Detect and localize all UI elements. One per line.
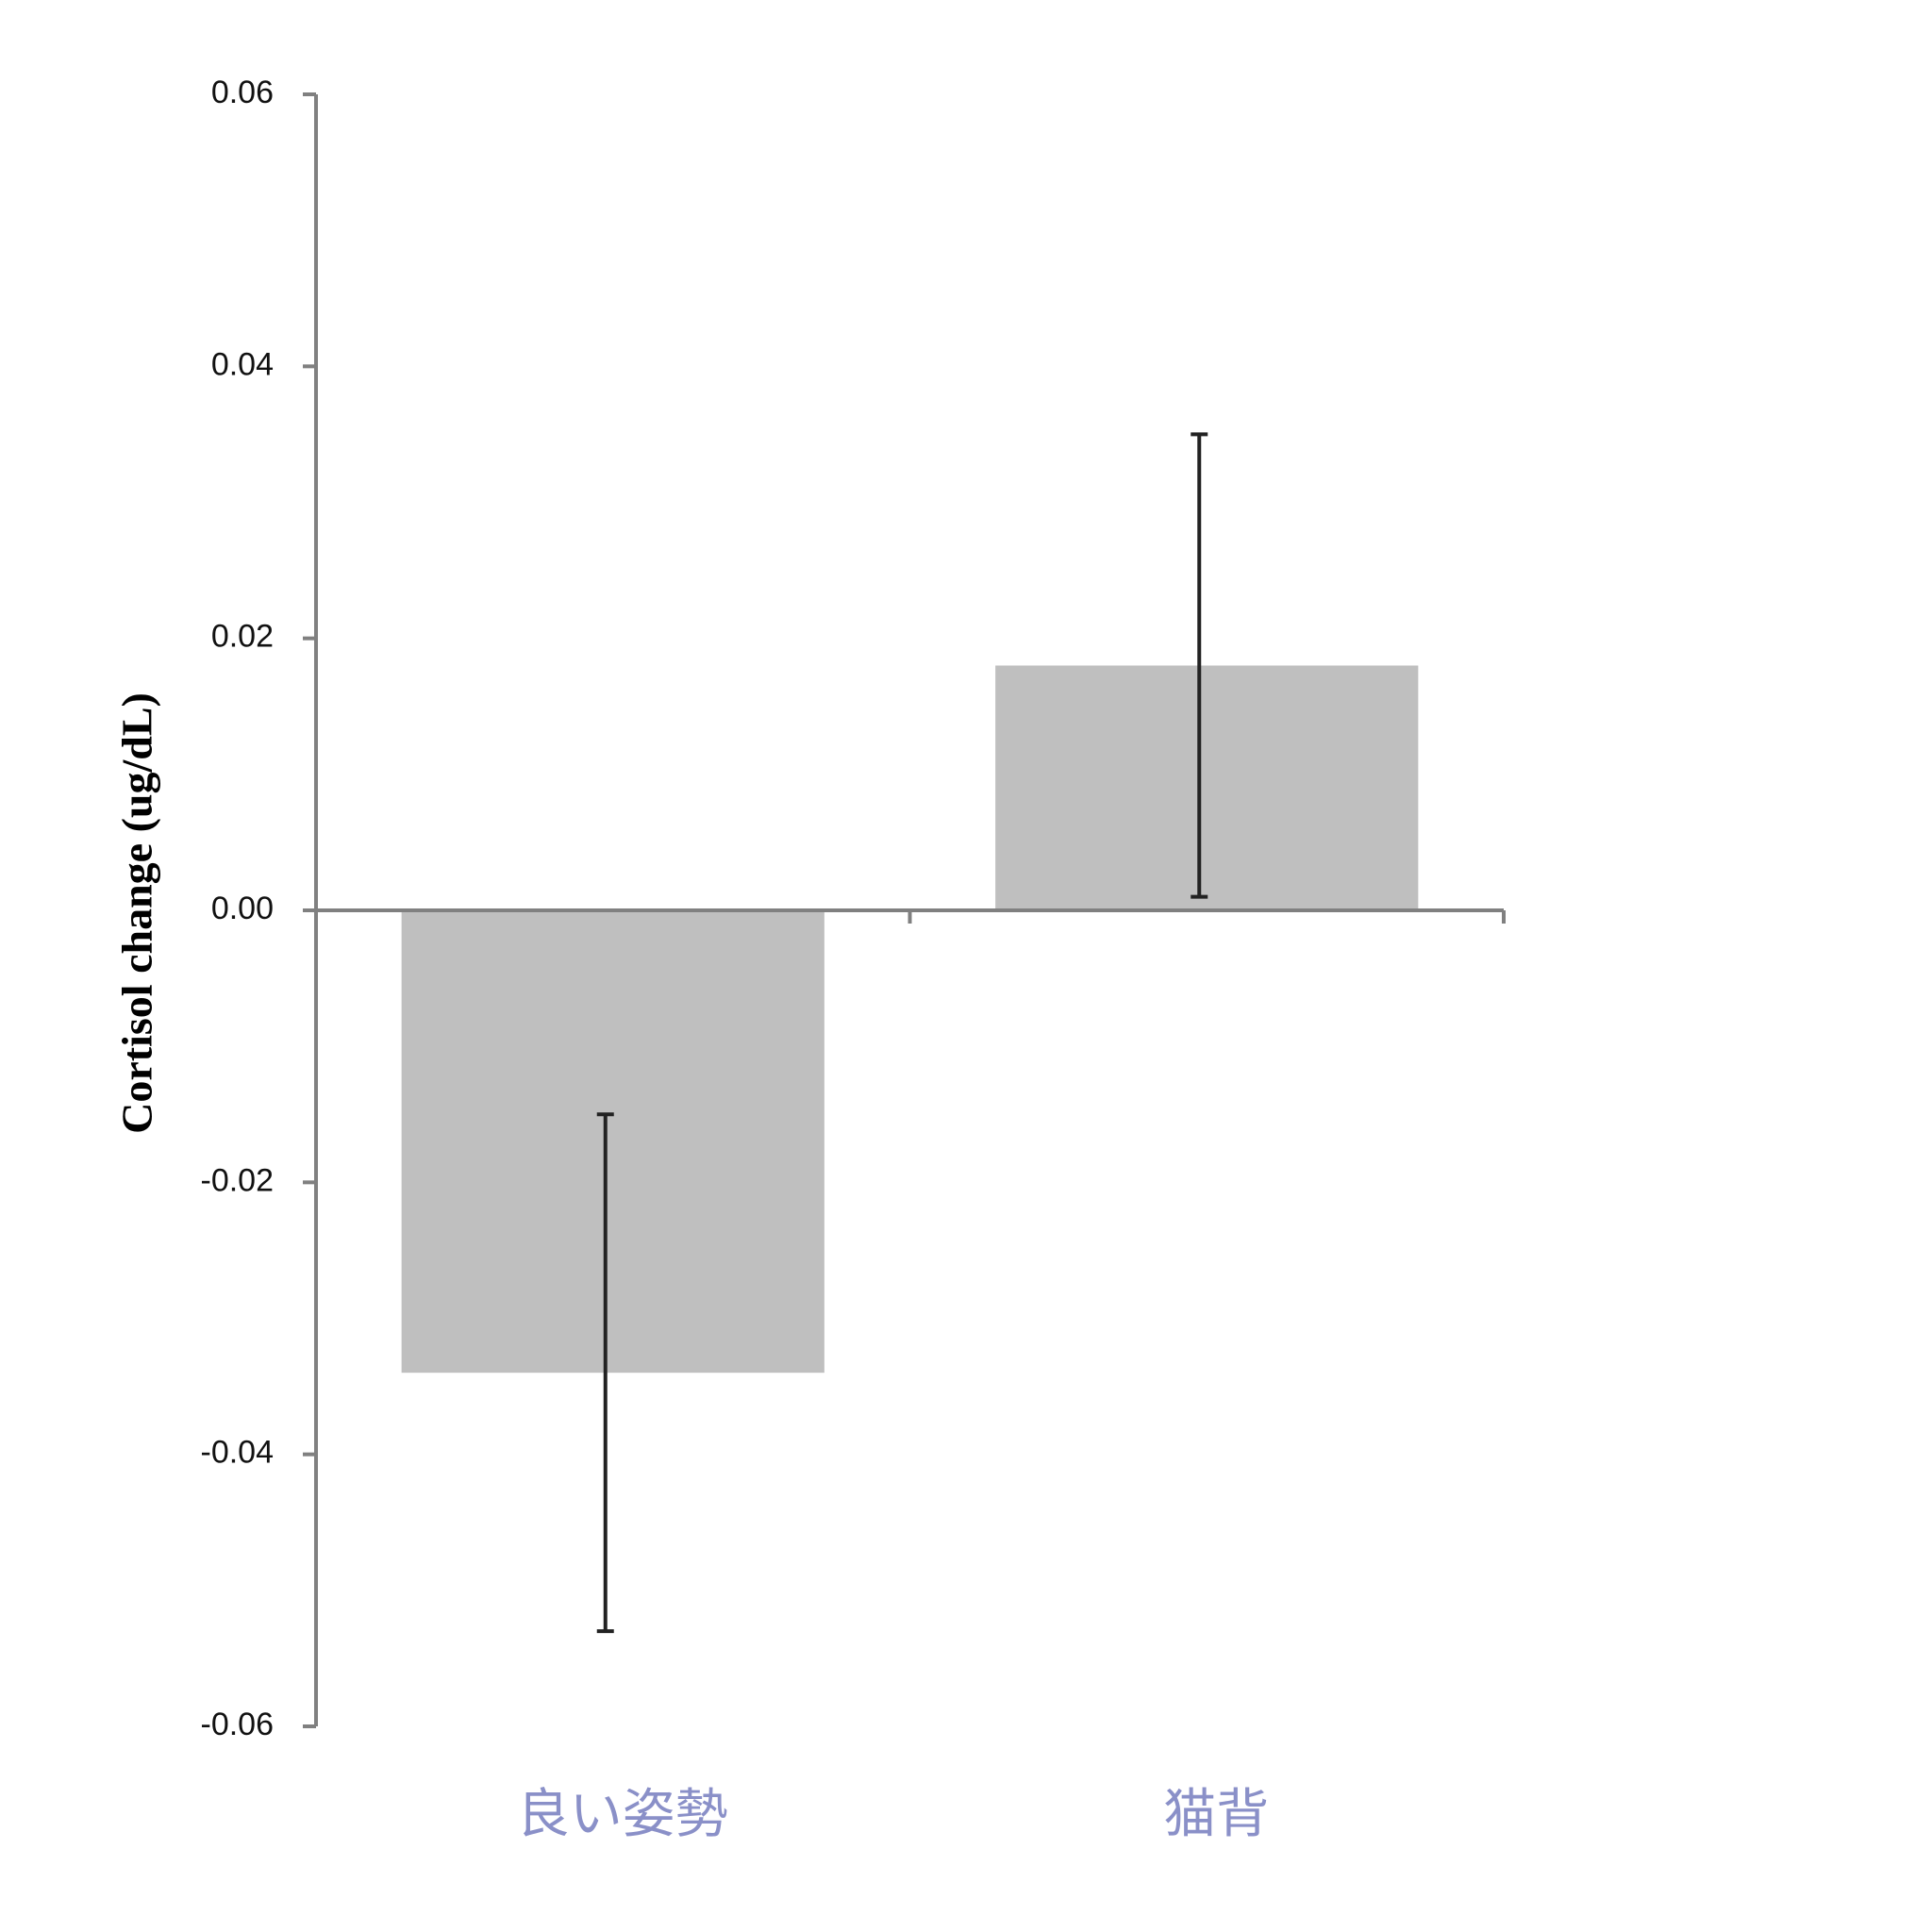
error-bar bbox=[596, 1112, 614, 1634]
x-tick-label: 猫背 bbox=[1163, 1784, 1269, 1845]
bar bbox=[995, 665, 1419, 910]
y-tick-label: 0.02 bbox=[211, 619, 274, 655]
y-tick-label: 0.04 bbox=[211, 346, 274, 382]
y-tick-label: 0.00 bbox=[211, 891, 274, 926]
error-bar bbox=[1191, 432, 1208, 899]
y-tick-label: 0.06 bbox=[211, 75, 274, 110]
y-axis-label: Cortisol change (ug/dL) bbox=[113, 692, 161, 1134]
y-tick-label: -0.04 bbox=[201, 1435, 275, 1471]
bar bbox=[401, 910, 824, 1374]
y-tick-label: -0.02 bbox=[201, 1162, 275, 1198]
y-tick-label: -0.06 bbox=[201, 1707, 275, 1742]
x-tick-label: 良い姿勢 bbox=[517, 1784, 728, 1845]
